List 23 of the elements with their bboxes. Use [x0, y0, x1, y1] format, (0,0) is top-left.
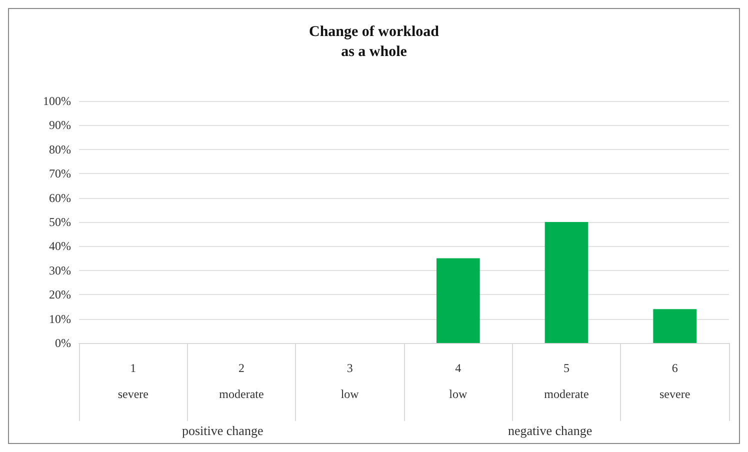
text: positive change: [182, 423, 264, 438]
y-tick-label: 100%: [43, 94, 71, 108]
bar: [653, 309, 696, 343]
x-tick-label: 4 low: [449, 361, 468, 401]
y-tick-label: 20%: [49, 288, 71, 302]
bar: [436, 258, 480, 343]
y-tick-label: 50%: [49, 215, 71, 229]
y-tick-label: 30%: [49, 263, 71, 278]
y-tick-label: 80%: [49, 142, 71, 156]
bar: [544, 222, 588, 343]
text: negative change: [508, 423, 592, 438]
y-tick-label: 60%: [49, 190, 71, 205]
y-tick-label: 40%: [49, 239, 71, 254]
x-tick-label: 2 moderate: [219, 361, 264, 401]
y-tick-label: 0%: [55, 336, 71, 350]
x-tick-label: 6 severe: [660, 361, 690, 401]
y-tick-label: 10%: [49, 312, 71, 326]
y-tick-label: 70%: [49, 166, 71, 181]
y-tick-label: 90%: [49, 118, 71, 132]
chart-title: Change of workload as a whole: [308, 24, 440, 60]
x-tick-label: 1 severe: [118, 361, 148, 401]
x-tick-label: 3 low: [340, 361, 360, 401]
x-tick-label: 5 moderate: [544, 361, 589, 401]
